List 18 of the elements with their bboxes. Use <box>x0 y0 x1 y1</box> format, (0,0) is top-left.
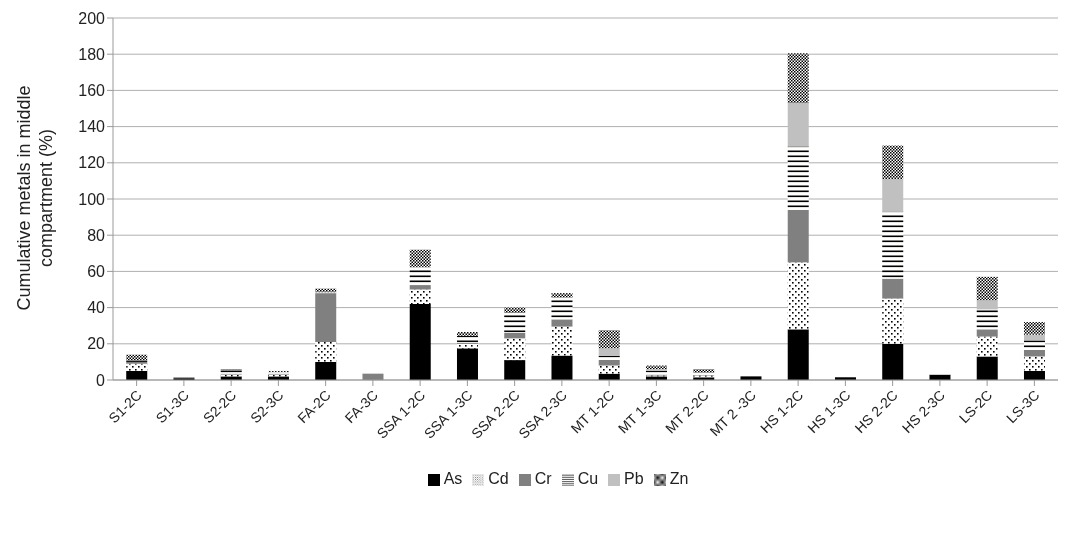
y-axis-title: Cumulative metals in middle compartment (%) <box>13 84 57 313</box>
legend-label: As <box>443 470 463 487</box>
y-tick-label: 40 <box>87 299 106 317</box>
legend-label: Cd <box>488 470 509 487</box>
y-tick-label: 60 <box>87 263 106 281</box>
legend-label: Cr <box>534 470 552 487</box>
legend-label: Cu <box>577 470 599 487</box>
legend-label: Pb <box>624 470 644 487</box>
y-tick-label: 140 <box>78 118 106 136</box>
y-tick-label: 0 <box>96 371 106 389</box>
y-tick-label: 100 <box>78 190 106 208</box>
legend-label: Zn <box>669 470 689 487</box>
y-tick-label: 160 <box>78 82 106 100</box>
y-tick-label: 80 <box>87 226 106 244</box>
y-tick-label: 180 <box>78 45 106 63</box>
y-tick-label: 200 <box>78 9 106 27</box>
y-tick-label: 20 <box>87 335 106 353</box>
y-tick-label: 120 <box>78 154 106 172</box>
